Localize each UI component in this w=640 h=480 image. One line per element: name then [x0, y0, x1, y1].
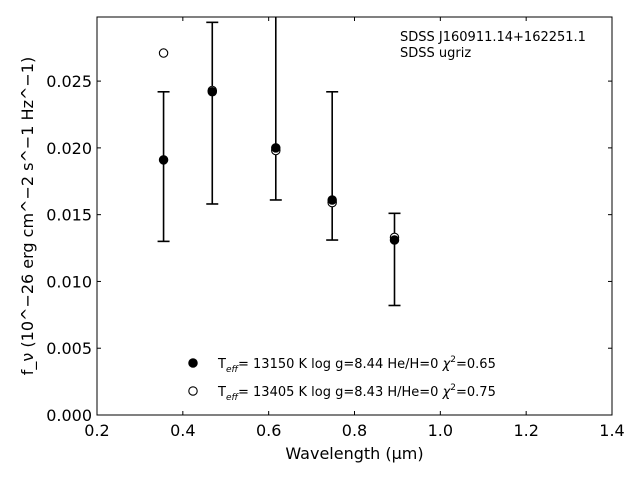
- x-axis-label: Wavelength (μm): [285, 444, 423, 463]
- x-tick-label: 1.4: [599, 421, 624, 440]
- legend-params: log g=8.43 H/He=0: [307, 385, 443, 400]
- legend: Teff= 13150 K log g=8.44 He/H=0 χ2=0.65T…: [188, 355, 496, 403]
- x-tick-label: 1.2: [513, 421, 538, 440]
- y-tick-label: 0.010: [46, 272, 92, 291]
- legend-teff-symbol: T: [217, 385, 226, 400]
- legend-teff-value: = 13150 K: [238, 357, 308, 372]
- data-markers: [158, 48, 400, 245]
- y-tick-label: 0.025: [46, 72, 92, 91]
- x-tick-label: 1.0: [428, 421, 453, 440]
- data-point-filled: [327, 195, 337, 205]
- legend-chi-symbol: χ: [442, 385, 452, 400]
- legend-chi-exponent: 2: [450, 383, 456, 393]
- annotation-object-name: SDSS J160911.14+162251.1: [400, 30, 586, 45]
- x-tick-label: 0.2: [84, 421, 109, 440]
- y-tick-label: 0.005: [46, 339, 92, 358]
- y-tick-label: 0.015: [46, 206, 92, 225]
- y-tick-label: 0.000: [46, 406, 92, 425]
- data-point-filled: [271, 143, 281, 153]
- error-bars: [157, 17, 401, 307]
- legend-marker: [188, 358, 198, 368]
- y-axis-label: f_ν (10^−26 erg cm^−2 s^−1 Hz^−1): [18, 57, 38, 375]
- legend-params: log g=8.44 He/H=0: [307, 357, 443, 372]
- annotation-photometry: SDSS ugriz: [400, 46, 471, 61]
- legend-teff-value: = 13405 K: [238, 385, 308, 400]
- data-point-filled: [389, 235, 400, 245]
- x-tick-label: 0.8: [342, 421, 367, 440]
- x-tick-label: 0.4: [170, 421, 195, 440]
- legend-marker: [188, 386, 198, 396]
- y-tick-label: 0.020: [46, 139, 92, 158]
- legend-chi-value: =0.65: [456, 357, 496, 372]
- data-point-filled: [158, 155, 169, 165]
- legend-teff-symbol: T: [217, 357, 226, 372]
- legend-label: Teff= 13405 K log g=8.43 H/He=0 χ2=0.75: [217, 383, 496, 403]
- legend-label: Teff= 13150 K log g=8.44 He/H=0 χ2=0.65: [217, 355, 496, 375]
- x-tick-label: 0.6: [256, 421, 281, 440]
- legend-chi-exponent: 2: [450, 355, 456, 365]
- legend-teff-subscript: eff: [226, 393, 240, 403]
- tick-labels: 0.2 0.4 0.6 0.8 1.0 1.2 1.4 0.000 0.005 0.010 0.01…: [46, 72, 625, 440]
- legend-chi-symbol: χ: [442, 357, 452, 372]
- data-point-filled: [207, 87, 218, 97]
- legend-teff-subscript: eff: [226, 365, 240, 375]
- axis-ticks: [96, 17, 613, 416]
- data-point-open: [158, 48, 169, 58]
- legend-chi-value: =0.75: [456, 385, 496, 400]
- plot-frame: [96, 16, 613, 416]
